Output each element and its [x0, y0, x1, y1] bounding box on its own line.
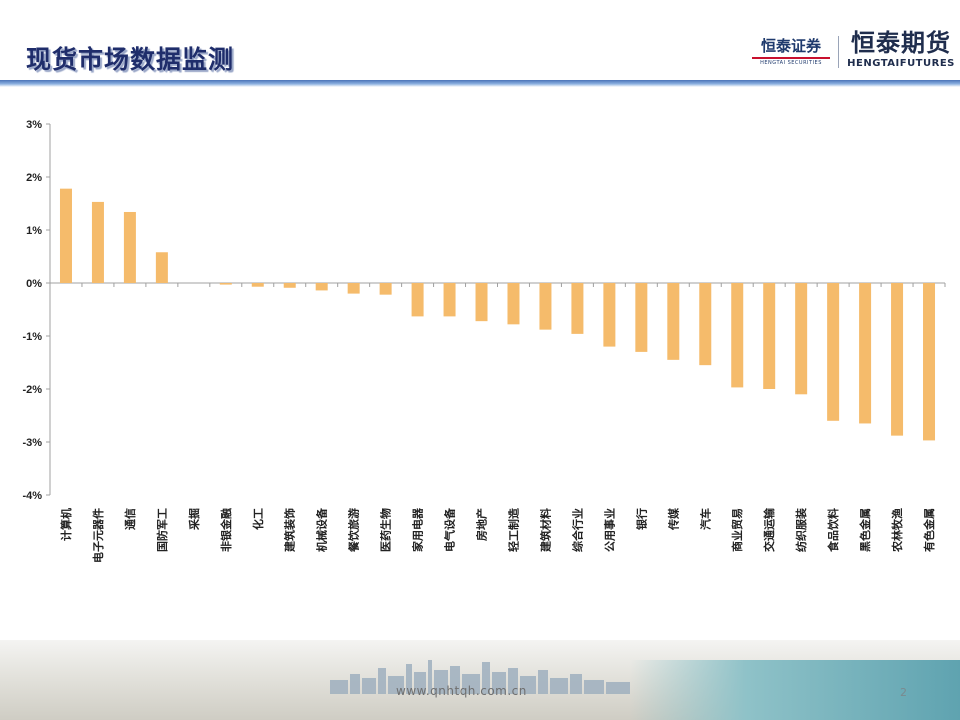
x-tick-label: 建筑材料 [538, 508, 552, 552]
x-tick-label: 采掘 [187, 508, 201, 531]
y-tick-label: 3% [26, 119, 42, 131]
bar [379, 283, 392, 295]
page-number: 2 [900, 686, 907, 699]
bar [91, 201, 104, 283]
bar [507, 283, 520, 325]
x-tick-label: 家用电器 [411, 507, 425, 552]
y-tick-label: 1% [26, 225, 42, 237]
bar [443, 283, 456, 317]
bar [603, 283, 616, 347]
hengtai-securities-logo: 恒泰证券 HENGTAI SECURITIES [748, 36, 834, 70]
bar [923, 283, 936, 441]
bar [667, 283, 680, 360]
securities-logo-subtext: HENGTAI SECURITIES [760, 60, 822, 66]
city-skyline-decoration [330, 660, 630, 694]
x-tick-label: 电气设备 [443, 507, 457, 552]
slide-header: 现货市场数据监测 恒泰证券 HENGTAI SECURITIES 恒泰期货 HE… [0, 0, 960, 92]
slide-footer: www.qnhtqh.com.cn 2 [0, 640, 960, 720]
x-tick-label: 汽车 [698, 508, 712, 530]
y-tick-label: -3% [22, 437, 42, 449]
bar [731, 283, 744, 388]
y-tick-label: -4% [22, 490, 42, 502]
x-tick-label: 黑色金属 [858, 508, 872, 552]
y-tick-label: 0% [26, 278, 42, 290]
x-tick-label: 传媒 [666, 507, 680, 531]
hengtai-futures-logo: 恒泰期货 HENGTAIFUTURES [845, 28, 957, 72]
bar [571, 283, 584, 334]
x-tick-label: 通信 [123, 508, 137, 530]
sea-decoration [630, 660, 960, 720]
bar [123, 211, 136, 283]
x-tick-label: 电子元器件 [91, 508, 105, 563]
bar [635, 283, 648, 352]
x-axis-labels: 计算机 电子元器件 通信 国防军工 采掘 非银金融 化工 建筑装饰 机械设备 餐饮旅游 医药生物 家用… [59, 507, 936, 563]
y-tick-label: -2% [22, 384, 42, 396]
bar [219, 283, 232, 285]
bar [539, 283, 552, 330]
x-tick-label: 食品饮料 [826, 508, 840, 552]
bar [795, 283, 808, 395]
header-divider [0, 80, 960, 87]
bar [827, 283, 840, 421]
bar [411, 283, 424, 317]
bar [763, 283, 776, 389]
x-tick-label: 商业贸易 [730, 508, 744, 552]
x-tick-label: 综合行业 [570, 508, 584, 552]
logo-separator [838, 36, 839, 68]
y-tick-label: -1% [22, 331, 42, 343]
x-tick-label: 化工 [251, 508, 265, 530]
bar [155, 252, 168, 283]
footer-url: www.qnhtqh.com.cn [396, 684, 527, 698]
x-tick-label: 银行 [634, 508, 648, 530]
bar [315, 283, 328, 291]
securities-logo-text: 恒泰证券 [760, 37, 821, 55]
x-tick-label: 纺织服装 [794, 508, 808, 552]
y-tick-label: 2% [26, 172, 42, 184]
securities-logo-underline [752, 57, 830, 59]
futures-logo-subtext: HENGTAIFUTURES [847, 58, 955, 69]
x-tick-label: 房地产 [475, 508, 489, 541]
x-tick-label: 公用事业 [602, 508, 616, 552]
bar [251, 283, 264, 287]
futures-logo-text: 恒泰期货 [851, 29, 951, 57]
x-tick-label: 有色金属 [922, 508, 936, 552]
x-tick-label: 非银金融 [219, 508, 233, 552]
x-tick-label: 轻工制造 [506, 507, 520, 552]
page-title: 现货市场数据监测 [26, 45, 235, 74]
x-tick-label: 餐饮旅游 [347, 508, 361, 553]
x-tick-label: 交通运输 [762, 507, 776, 552]
bar [699, 283, 712, 366]
x-tick-label: 医药生物 [379, 508, 393, 552]
bar [347, 283, 360, 294]
industry-change-bar-chart: 3% 2% 1% 0% -1% -2% -3% -4% 计算机 电子元器件 通信 国防军工 采掘 非银金… [22, 119, 946, 563]
bar [283, 283, 296, 288]
bar [475, 283, 488, 322]
x-tick-label: 国防军工 [155, 508, 169, 552]
bars-group [59, 188, 936, 441]
x-tick-label: 计算机 [59, 508, 73, 541]
bar [891, 283, 904, 436]
x-tick-label: 建筑装饰 [283, 508, 297, 552]
x-tick-label: 机械设备 [315, 507, 329, 552]
bar [59, 188, 72, 283]
x-tick-label: 农林牧渔 [890, 508, 904, 553]
bar [859, 283, 872, 424]
